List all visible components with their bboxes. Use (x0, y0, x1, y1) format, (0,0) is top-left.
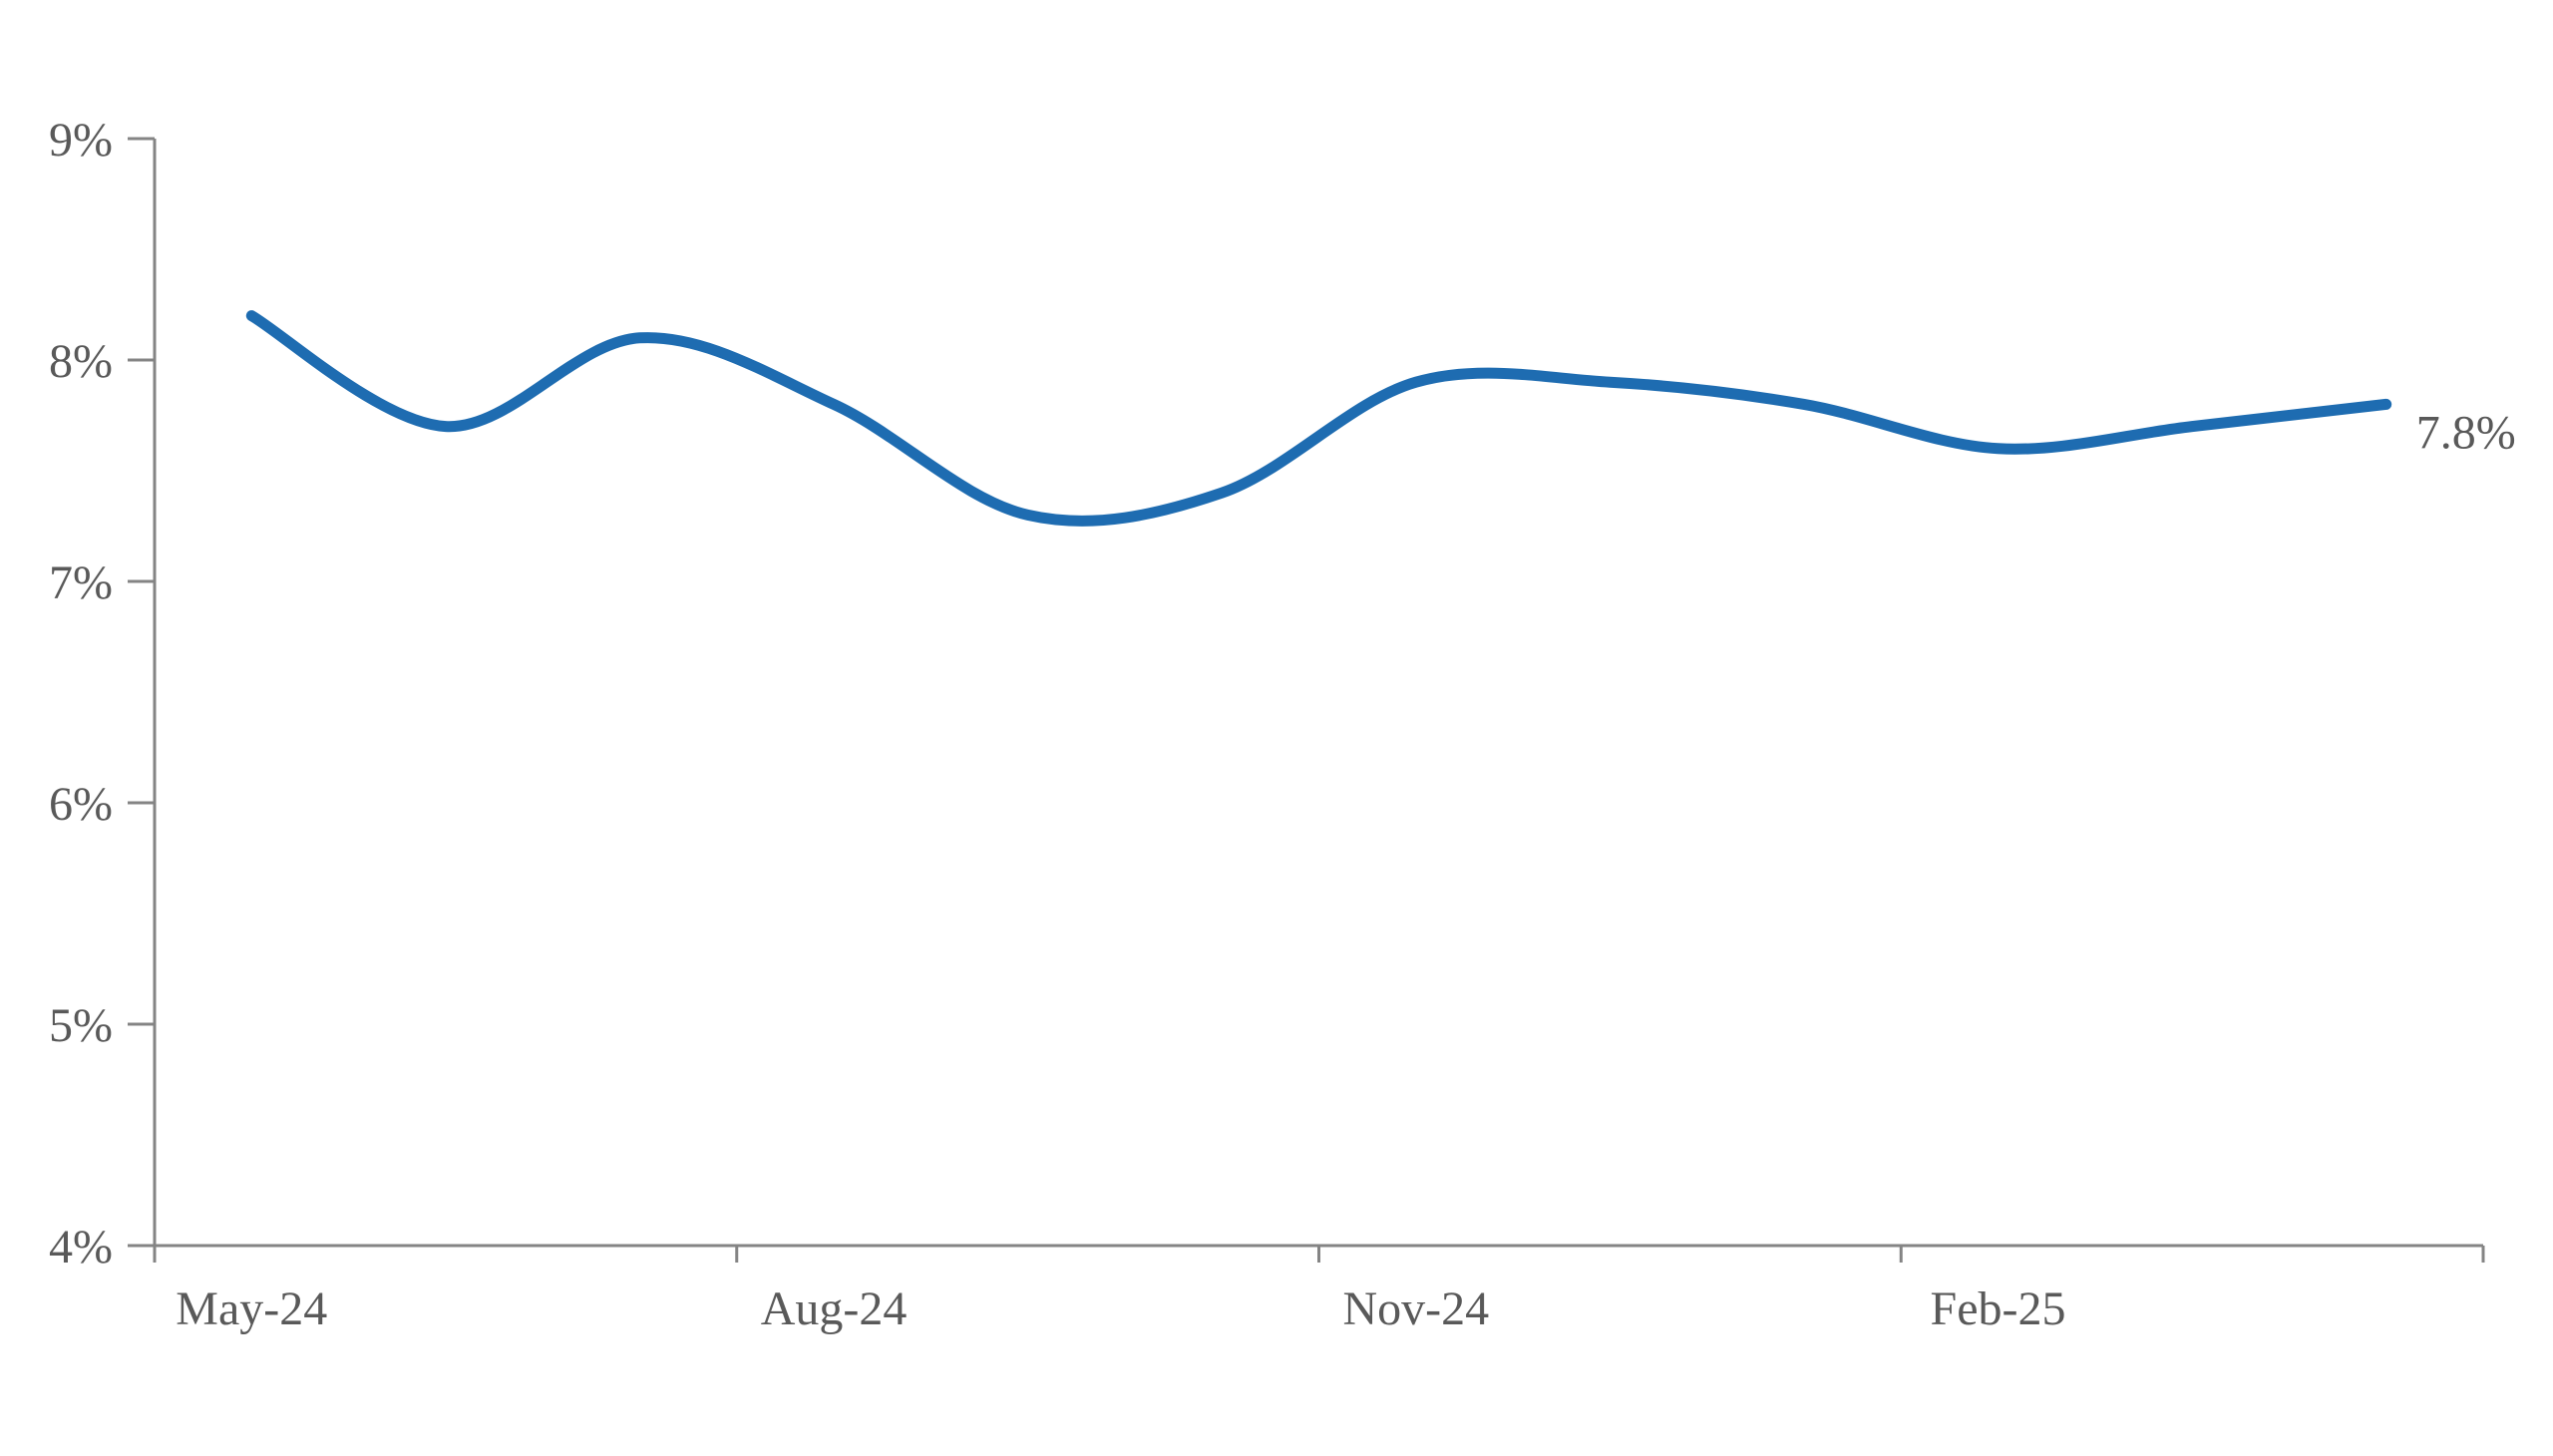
x-tick-label: Nov-24 (1342, 1282, 1489, 1335)
x-tick-label: May-24 (176, 1282, 327, 1335)
x-tick-label: Feb-25 (1931, 1282, 2066, 1335)
y-tick-label: 9% (49, 114, 113, 167)
y-tick-label: 4% (49, 1221, 113, 1274)
y-tick-label: 6% (49, 778, 113, 831)
y-tick-label: 5% (49, 999, 113, 1052)
series-line (245, 310, 2392, 527)
last-point-data-label: 7.8% (2416, 406, 2516, 459)
x-tick-label: Aug-24 (761, 1282, 908, 1335)
y-tick-label: 7% (49, 556, 113, 609)
y-axis: 9% 8% 7% 6% 5% 4% (49, 114, 157, 1274)
data-series (245, 310, 2392, 527)
x-axis: May-24 Aug-24 Nov-24 Feb-25 (153, 1244, 2485, 1335)
y-tick-label: 8% (49, 335, 113, 388)
